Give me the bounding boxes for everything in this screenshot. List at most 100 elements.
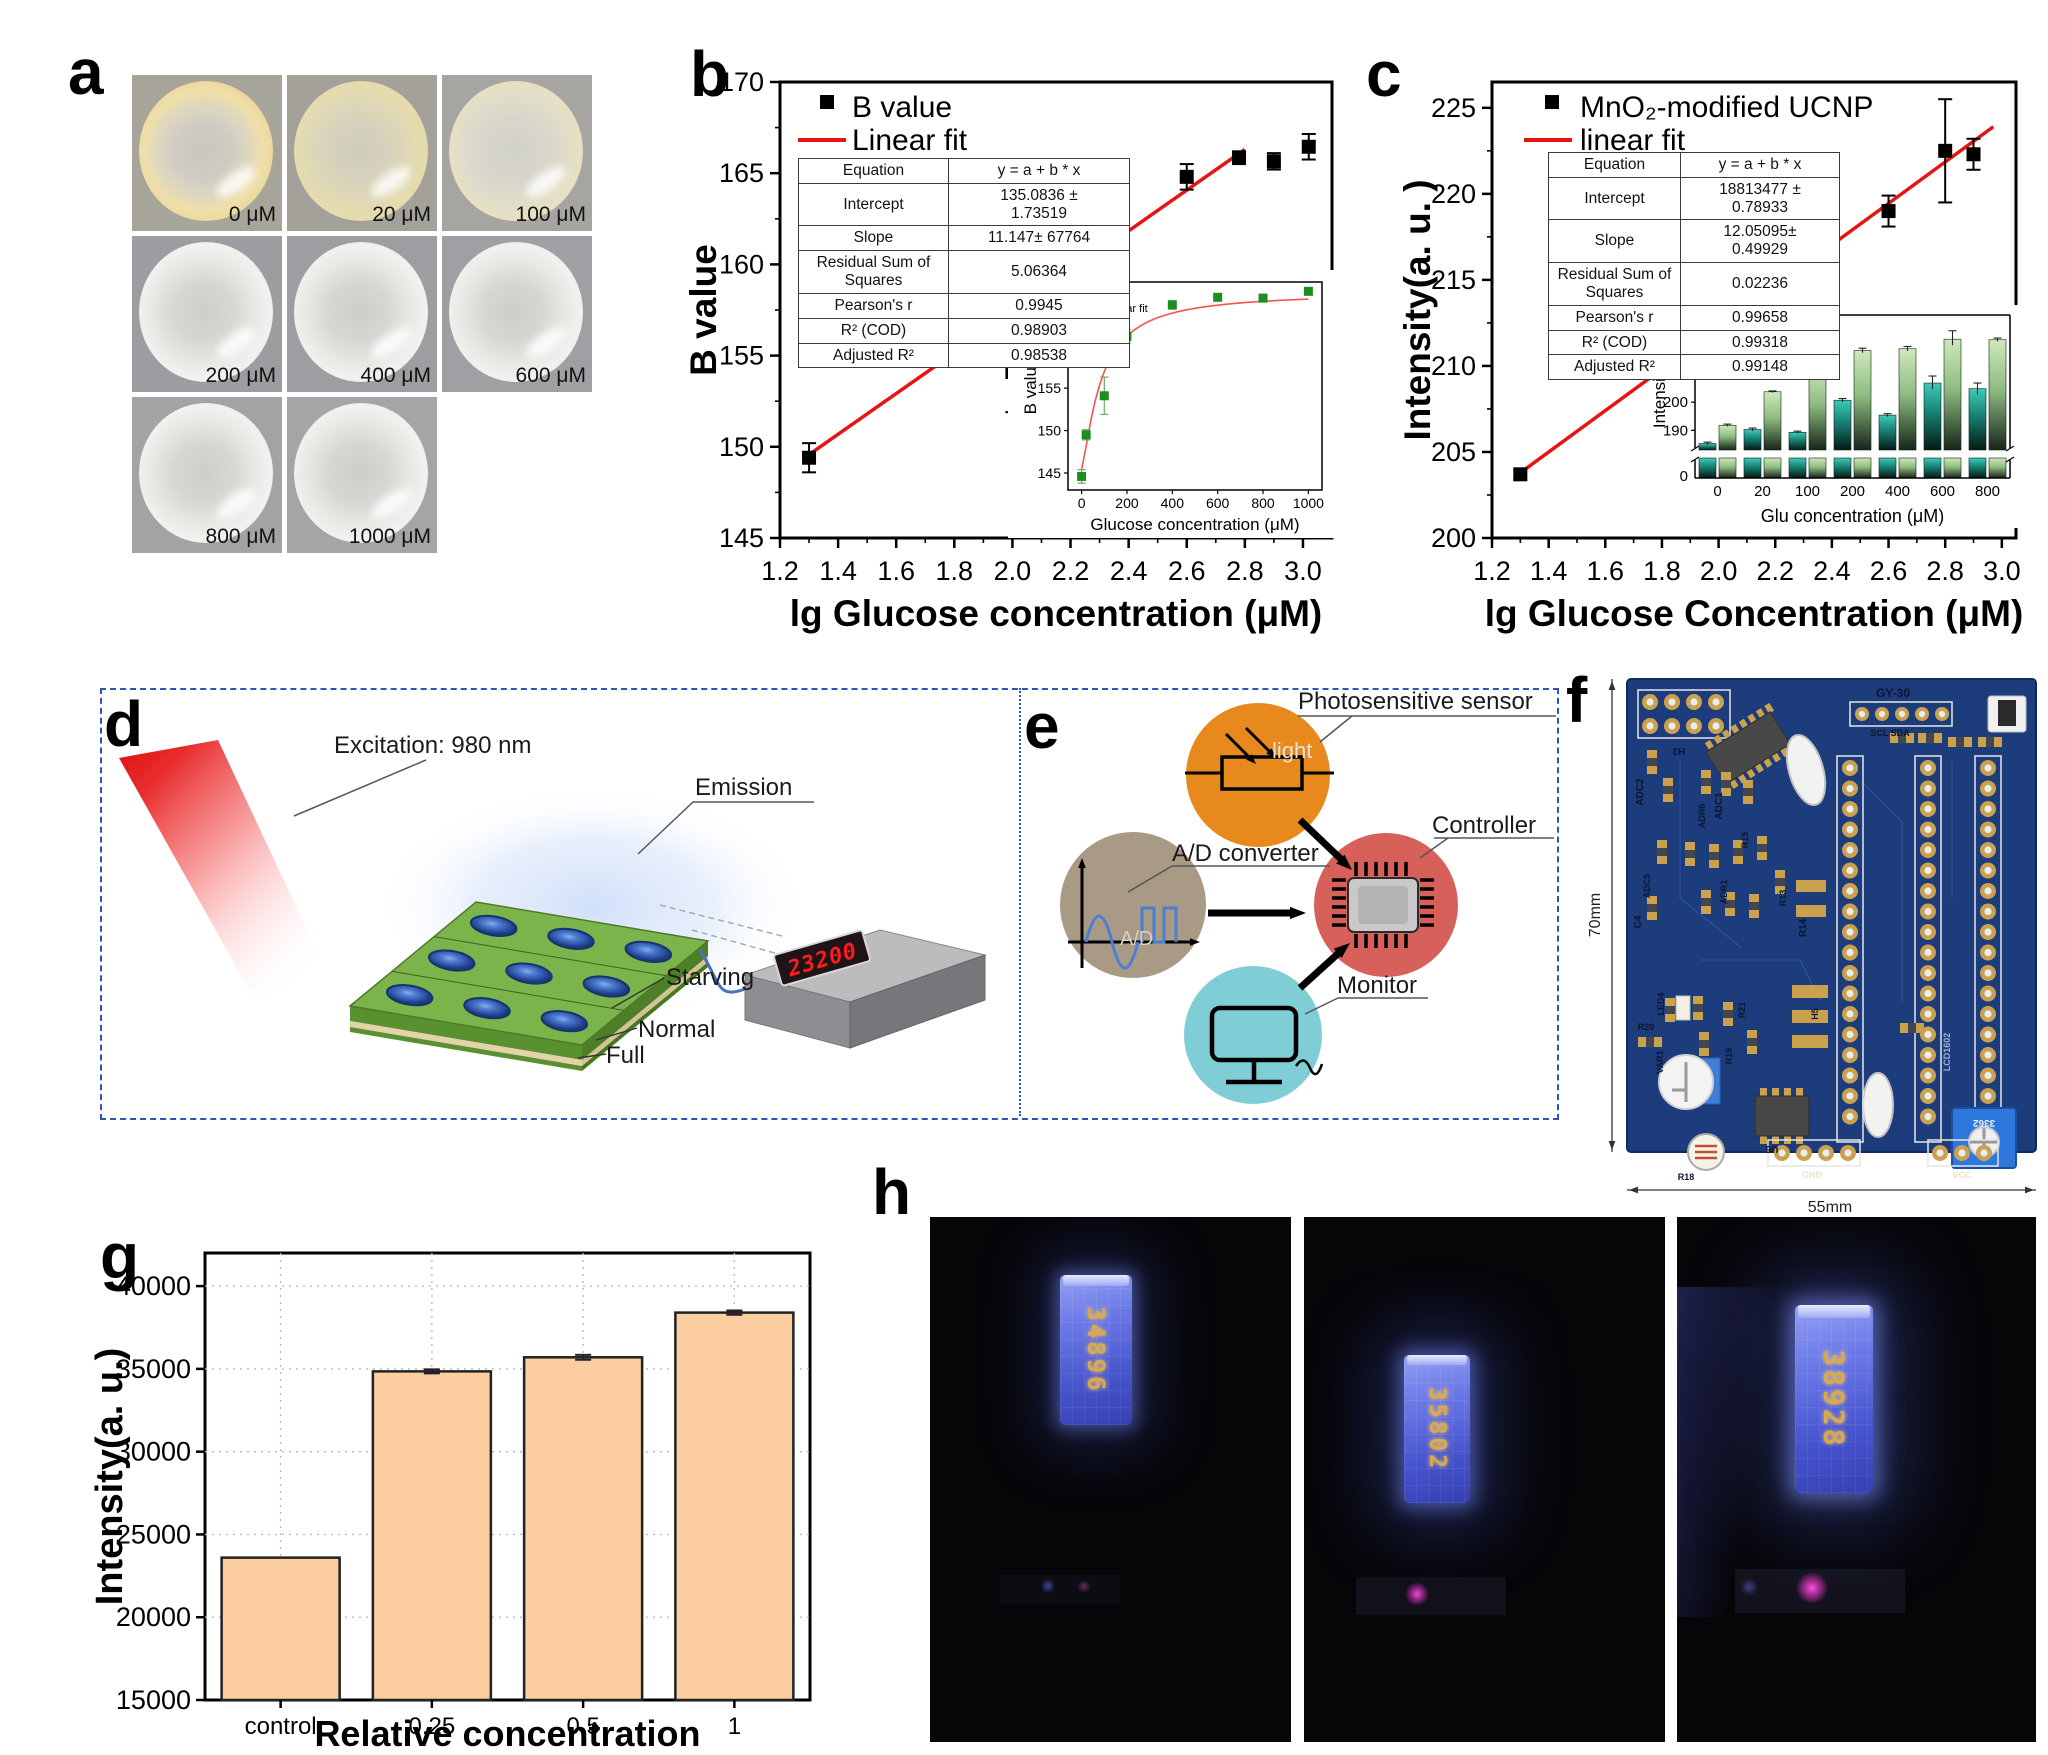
- svg-text:0: 0: [1078, 495, 1086, 511]
- assay-photo: 100 μM: [442, 75, 592, 231]
- svg-text:2.8: 2.8: [1926, 556, 1964, 586]
- stray-light: [1677, 1287, 1787, 1617]
- svg-text:15000: 15000: [116, 1685, 191, 1715]
- svg-text:R18: R18: [1678, 1172, 1695, 1182]
- light-label: light: [1272, 738, 1313, 763]
- svg-text:Linear fit: Linear fit: [852, 124, 968, 157]
- lcd-display-3: 38928: [1795, 1305, 1873, 1493]
- assay-photo: 800 μM: [132, 397, 282, 553]
- well-concentration-label: 600 μM: [515, 364, 586, 387]
- svg-text:2.8: 2.8: [1226, 556, 1264, 586]
- stat-label: Equation: [1548, 152, 1681, 178]
- stat-label: R² (COD): [1548, 329, 1681, 356]
- panel-de-dashed-box: [100, 688, 1559, 1120]
- assay-photo: 1000 μM: [287, 397, 437, 553]
- svg-text:3362: 3362: [1972, 1117, 1995, 1128]
- svg-text:1.6: 1.6: [1587, 556, 1625, 586]
- svg-text:2.0: 2.0: [994, 556, 1032, 586]
- svg-text:R15: R15: [1740, 832, 1750, 849]
- stat-value: 0.99658: [1679, 304, 1841, 331]
- stat-label: Residual Sum of Squares: [1548, 262, 1681, 306]
- stat-value: 5.06364: [947, 250, 1131, 294]
- svg-text:20000: 20000: [116, 1602, 191, 1632]
- ad-converter-label: A/D converter: [1172, 840, 1319, 867]
- svg-text:30000: 30000: [116, 1437, 191, 1467]
- svg-text:ADC2: ADC2: [1635, 778, 1646, 806]
- test-strip-2: [1356, 1577, 1506, 1615]
- svg-text:3.0: 3.0: [1284, 556, 1322, 586]
- well-concentration-label: 20 μM: [372, 203, 431, 226]
- svg-text:lg Glucose concentration (μM): lg Glucose concentration (μM): [790, 593, 1322, 634]
- stat-value: 11.147± 67764: [947, 225, 1131, 252]
- svg-text:linear fit: linear fit: [1580, 124, 1686, 157]
- svg-text:LCD1602: LCD1602: [1942, 1033, 1952, 1072]
- emission-spot-1b: [1076, 1581, 1092, 1592]
- svg-text:H5: H5: [1810, 1008, 1820, 1020]
- svg-text:ADR6: ADR6: [1697, 804, 1707, 829]
- svg-text:GY-30: GY-30: [1876, 686, 1910, 700]
- assay-well: [294, 403, 428, 543]
- svg-text:B value: B value: [683, 244, 724, 376]
- assay-well: [449, 242, 583, 382]
- svg-text:215: 215: [1431, 265, 1476, 295]
- svg-text:1000: 1000: [1293, 495, 1324, 511]
- panel-de-divider: [1019, 688, 1021, 1116]
- svg-text:3.0: 3.0: [1983, 556, 2021, 586]
- svg-text:SCL SDA: SCL SDA: [1870, 728, 1910, 738]
- well-concentration-label: 800 μM: [205, 525, 276, 548]
- svg-text:200: 200: [1840, 483, 1865, 500]
- svg-text:400: 400: [1885, 483, 1910, 500]
- svg-text:150: 150: [719, 432, 764, 462]
- lcd-reading-3: 38928: [1817, 1349, 1851, 1449]
- well-concentration-label: 200 μM: [205, 364, 276, 387]
- assay-photo: 20 μM: [287, 75, 437, 231]
- stat-label: Pearson's r: [1548, 304, 1681, 331]
- svg-text:170: 170: [719, 67, 764, 97]
- svg-text:0: 0: [1680, 468, 1688, 485]
- svg-text:155: 155: [1038, 380, 1062, 396]
- svg-text:H3: H3: [1672, 745, 1685, 756]
- emission-label: Emission: [695, 774, 793, 801]
- svg-text:225: 225: [1431, 93, 1476, 123]
- svg-text:145: 145: [719, 523, 764, 553]
- stat-label: Intercept: [1548, 176, 1681, 221]
- svg-text:1.2: 1.2: [761, 556, 799, 586]
- svg-text:2.4: 2.4: [1110, 556, 1148, 586]
- svg-text:1.8: 1.8: [1643, 556, 1681, 586]
- svg-text:600: 600: [1206, 495, 1230, 511]
- svg-text:Intensity(a. u.): Intensity(a. u.): [89, 1348, 131, 1606]
- uv-photo-1: 34896: [930, 1217, 1291, 1742]
- stat-value: 12.05095± 0.49929: [1679, 219, 1841, 264]
- ad-label: A/D: [1120, 928, 1154, 950]
- stat-value: 0.9945: [947, 292, 1131, 319]
- test-strip-1: [1000, 1575, 1120, 1605]
- controller-label: Controller: [1432, 812, 1537, 839]
- panel-c-fit-stats-table: Equation y = a + b * x Intercept 18813477 ±…: [1548, 152, 1841, 381]
- lcd-reading-1: 34896: [1082, 1306, 1110, 1394]
- assay-photo: 600 μM: [442, 236, 592, 392]
- svg-text:165: 165: [719, 158, 764, 188]
- monitor-label: Monitor: [1337, 972, 1418, 999]
- uv-photo-3: 38928: [1677, 1217, 2036, 1742]
- assay-well: [139, 242, 273, 382]
- svg-text:160: 160: [719, 249, 764, 279]
- svg-text:C4: C4: [1633, 915, 1644, 928]
- stat-value: 0.99318: [1679, 329, 1841, 356]
- svg-text:20: 20: [1754, 483, 1771, 500]
- stat-label: Equation: [798, 158, 949, 184]
- svg-text:1.2: 1.2: [1473, 556, 1511, 586]
- stat-value: 0.98538: [947, 342, 1131, 369]
- svg-text:0.5: 0.5: [566, 1713, 599, 1740]
- emission-spot-3: [1795, 1573, 1829, 1603]
- svg-text:25000: 25000: [116, 1519, 191, 1549]
- svg-text:Glucose concentration (μM): Glucose concentration (μM): [1090, 515, 1299, 534]
- stat-label: Pearson's r: [798, 292, 949, 319]
- svg-text:800: 800: [1251, 495, 1275, 511]
- emission-spot-3b: [1739, 1579, 1759, 1595]
- svg-text:MnO₂-modified UCNP: MnO₂-modified UCNP: [1580, 91, 1873, 124]
- stat-label: R² (COD): [798, 317, 949, 344]
- well-concentration-label: 100 μM: [515, 203, 586, 226]
- well-concentration-label: 0 μM: [228, 203, 276, 226]
- svg-text:Intensity: Intensity: [1650, 364, 1669, 428]
